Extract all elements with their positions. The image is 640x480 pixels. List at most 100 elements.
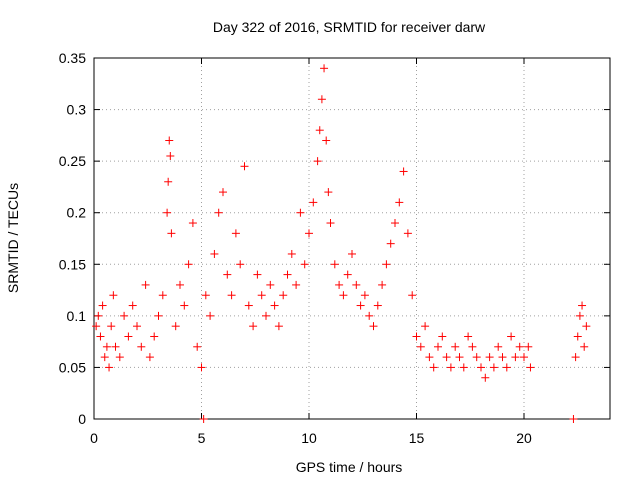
data-point [580,342,589,351]
data-point [128,301,137,310]
data-point [249,322,258,331]
x-tick-label: 0 [90,430,98,446]
x-tick-label: 15 [409,430,425,446]
y-tick-label: 0.05 [59,359,86,375]
data-point [115,353,124,362]
data-point [223,270,232,279]
data-point [100,353,109,362]
data-point [124,332,133,341]
data-point [468,342,477,351]
data-point [164,177,173,186]
data-point [279,291,288,300]
data-point [451,342,460,351]
x-axis-label: GPS time / hours [296,459,403,475]
data-point [360,291,369,300]
data-point [240,162,249,171]
data-point [107,322,116,331]
data-point [438,332,447,341]
data-point [317,95,326,104]
plot-frame [93,57,611,420]
data-point [244,301,253,310]
data-point [464,332,473,341]
data-point [109,291,118,300]
data-point [214,208,223,217]
data-point [92,322,101,331]
data-point [324,188,333,197]
data-point [197,363,206,372]
data-point [399,167,408,176]
data-point [154,311,163,320]
data-point [403,229,412,238]
data-point [339,291,348,300]
data-point [575,311,584,320]
data-point [253,270,262,279]
data-point [569,415,578,423]
data-point [322,136,331,145]
data-point [167,229,176,238]
data-point [578,301,587,310]
data-point [320,64,329,73]
data-point [199,415,208,423]
data-point [373,301,382,310]
data-point [309,198,318,207]
data-point [348,249,356,258]
data-point [141,280,150,289]
data-point [111,342,120,351]
x-tick-label: 20 [516,430,532,446]
data-point [96,332,105,341]
y-axis: 0 0.05 0.1 0.15 0.2 0.25 0.3 0.35 [59,50,610,427]
data-point [481,373,490,382]
data-point [378,280,387,289]
x-tick-label: 5 [198,430,206,446]
data-point [395,198,404,207]
data-point [472,353,481,362]
data-point [105,363,114,372]
data-point [477,363,485,372]
data-point [429,363,438,372]
data-point [137,342,146,351]
data-point [283,270,292,279]
data-point [391,219,399,228]
y-tick-label: 0.35 [59,50,86,66]
data-point [326,219,335,228]
data-point [145,353,154,362]
x-axis: 0 5 10 15 20 [90,58,532,446]
y-tick-label: 0.1 [67,308,87,324]
data-point [98,301,107,310]
data-point [369,322,378,331]
data-point [94,311,103,320]
data-point [425,353,434,362]
y-tick-label: 0.25 [59,153,86,169]
data-point [184,260,193,269]
data-point [166,151,175,160]
data-point [266,280,275,289]
y-tick-label: 0.3 [67,102,87,118]
data-point [292,280,301,289]
data-point [511,353,520,362]
data-point [206,311,215,320]
data-point [573,332,582,341]
data-point [485,353,494,362]
data-point [416,342,425,351]
data-point [296,208,305,217]
data-point [274,322,283,331]
data-point [502,363,511,372]
data-point [201,291,210,300]
data-point [287,249,296,258]
x-tick-label: 10 [301,430,317,446]
data-point [408,291,417,300]
data-point [300,260,309,269]
data-point [219,188,227,197]
data-point [257,291,266,300]
data-point [158,291,167,300]
data-point [262,311,270,320]
data-point [421,322,430,331]
data-point [315,126,324,135]
data-point [313,157,322,166]
data-point [582,322,591,331]
data-point [526,363,535,372]
data-point [515,342,524,351]
data-point [305,229,313,238]
data-point [343,270,352,279]
